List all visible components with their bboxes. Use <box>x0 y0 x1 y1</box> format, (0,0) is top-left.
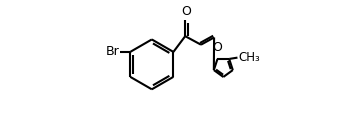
Text: CH₃: CH₃ <box>238 51 260 64</box>
Text: O: O <box>213 41 222 54</box>
Text: Br: Br <box>106 45 120 58</box>
Text: O: O <box>182 5 191 18</box>
